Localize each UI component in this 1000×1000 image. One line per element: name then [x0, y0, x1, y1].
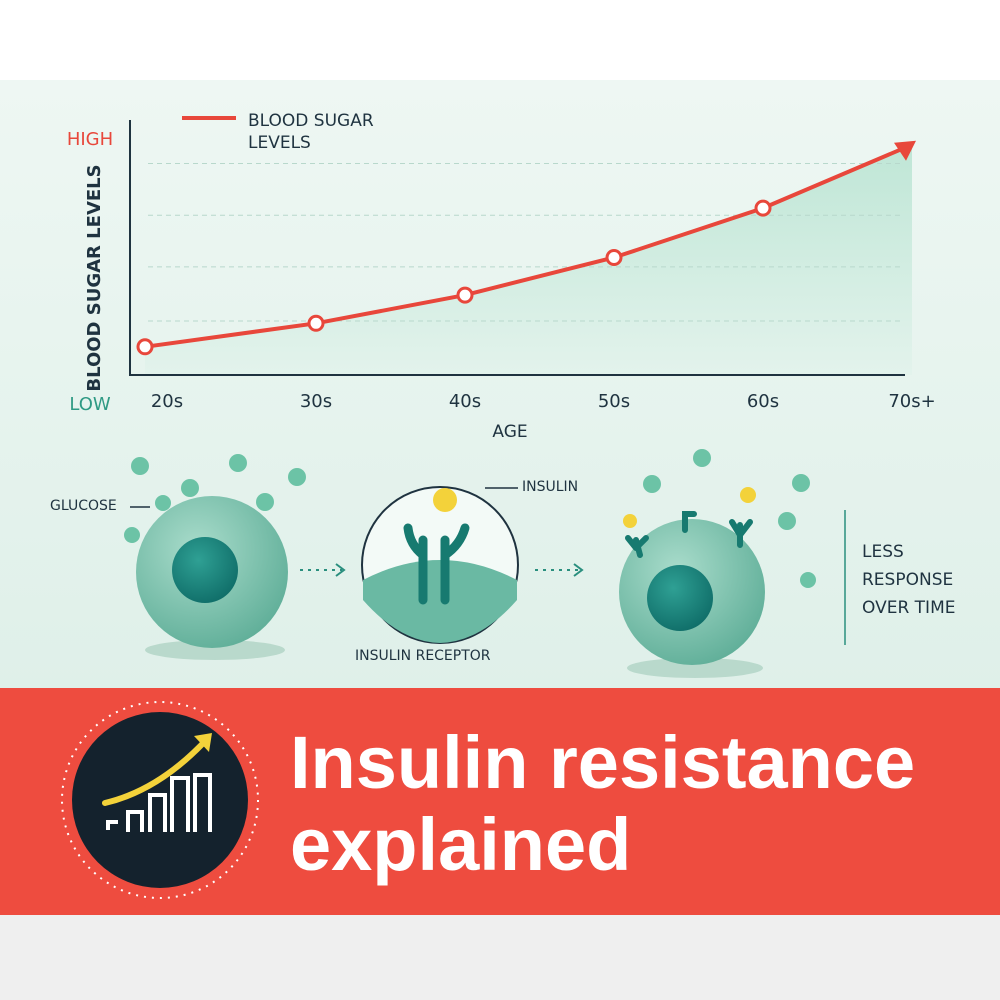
arrow-head: [894, 140, 916, 161]
x-tick-label: 30s: [300, 391, 332, 412]
top-margin: [0, 0, 1000, 80]
point: [136, 338, 154, 356]
banner-title: Insulin resistance explained: [290, 721, 916, 886]
chart: 20s 30s 40s 50s 60s 70s+ LOW HIGH BLOOD SUGAR LE…: [67, 116, 936, 442]
glucose: [256, 493, 274, 511]
y-tick-label: HIGH: [67, 129, 113, 150]
point: [754, 199, 772, 217]
glucose: [693, 449, 711, 467]
glucose: [778, 512, 796, 530]
x-tick-label: 50s: [598, 391, 630, 412]
point: [307, 314, 325, 332]
icon-arrow: [102, 735, 211, 806]
nucleus: [172, 537, 238, 603]
icon-arrow-head: [194, 733, 212, 752]
area: [145, 144, 912, 375]
label: INSULIN: [522, 479, 579, 495]
y-tick-label: LOW: [69, 394, 111, 415]
label: INSULIN RECEPTOR: [355, 648, 491, 664]
glucose: [288, 468, 306, 486]
bottom-margin: [0, 915, 1000, 1000]
icon-ring: [61, 701, 259, 899]
icon-bars: [106, 773, 212, 832]
x-tick-label: 40s: [449, 391, 481, 412]
arrow-head: [573, 563, 584, 577]
receptor: [403, 523, 470, 605]
insulin-molecule: [433, 488, 457, 512]
legend-label: BLOOD SUGAR LEVELS: [248, 111, 374, 153]
glucose: [792, 474, 810, 492]
x-tick-label: 60s: [747, 391, 779, 412]
glucose: [131, 457, 149, 475]
x-tick-label: 70s+: [888, 391, 935, 412]
glucose-group: [124, 449, 816, 588]
arrow-head: [335, 563, 346, 577]
membrane: [363, 560, 517, 643]
glucose: [124, 527, 140, 543]
glucose: [800, 572, 816, 588]
label: LESS RESPONSE OVER TIME: [862, 542, 956, 618]
axes: [129, 120, 905, 376]
glucose: [643, 475, 661, 493]
nucleus: [647, 565, 713, 631]
receptor: [625, 511, 753, 558]
insulin-molecule: [623, 514, 637, 528]
line: [144, 142, 913, 349]
glucose: [181, 479, 199, 497]
label: GLUCOSE: [50, 498, 117, 514]
point: [456, 286, 474, 304]
insulin-molecule: [740, 487, 756, 503]
y-axis-label: BLOOD SUGAR LEVELS: [84, 164, 105, 391]
point: [605, 249, 623, 266]
x-axis-label: AGE: [492, 422, 527, 442]
x-tick-label: 20s: [151, 391, 183, 412]
shadow: [627, 658, 763, 678]
glucose: [229, 454, 247, 472]
glucose: [155, 495, 171, 511]
icon: [72, 712, 248, 888]
shadow: [145, 640, 285, 660]
